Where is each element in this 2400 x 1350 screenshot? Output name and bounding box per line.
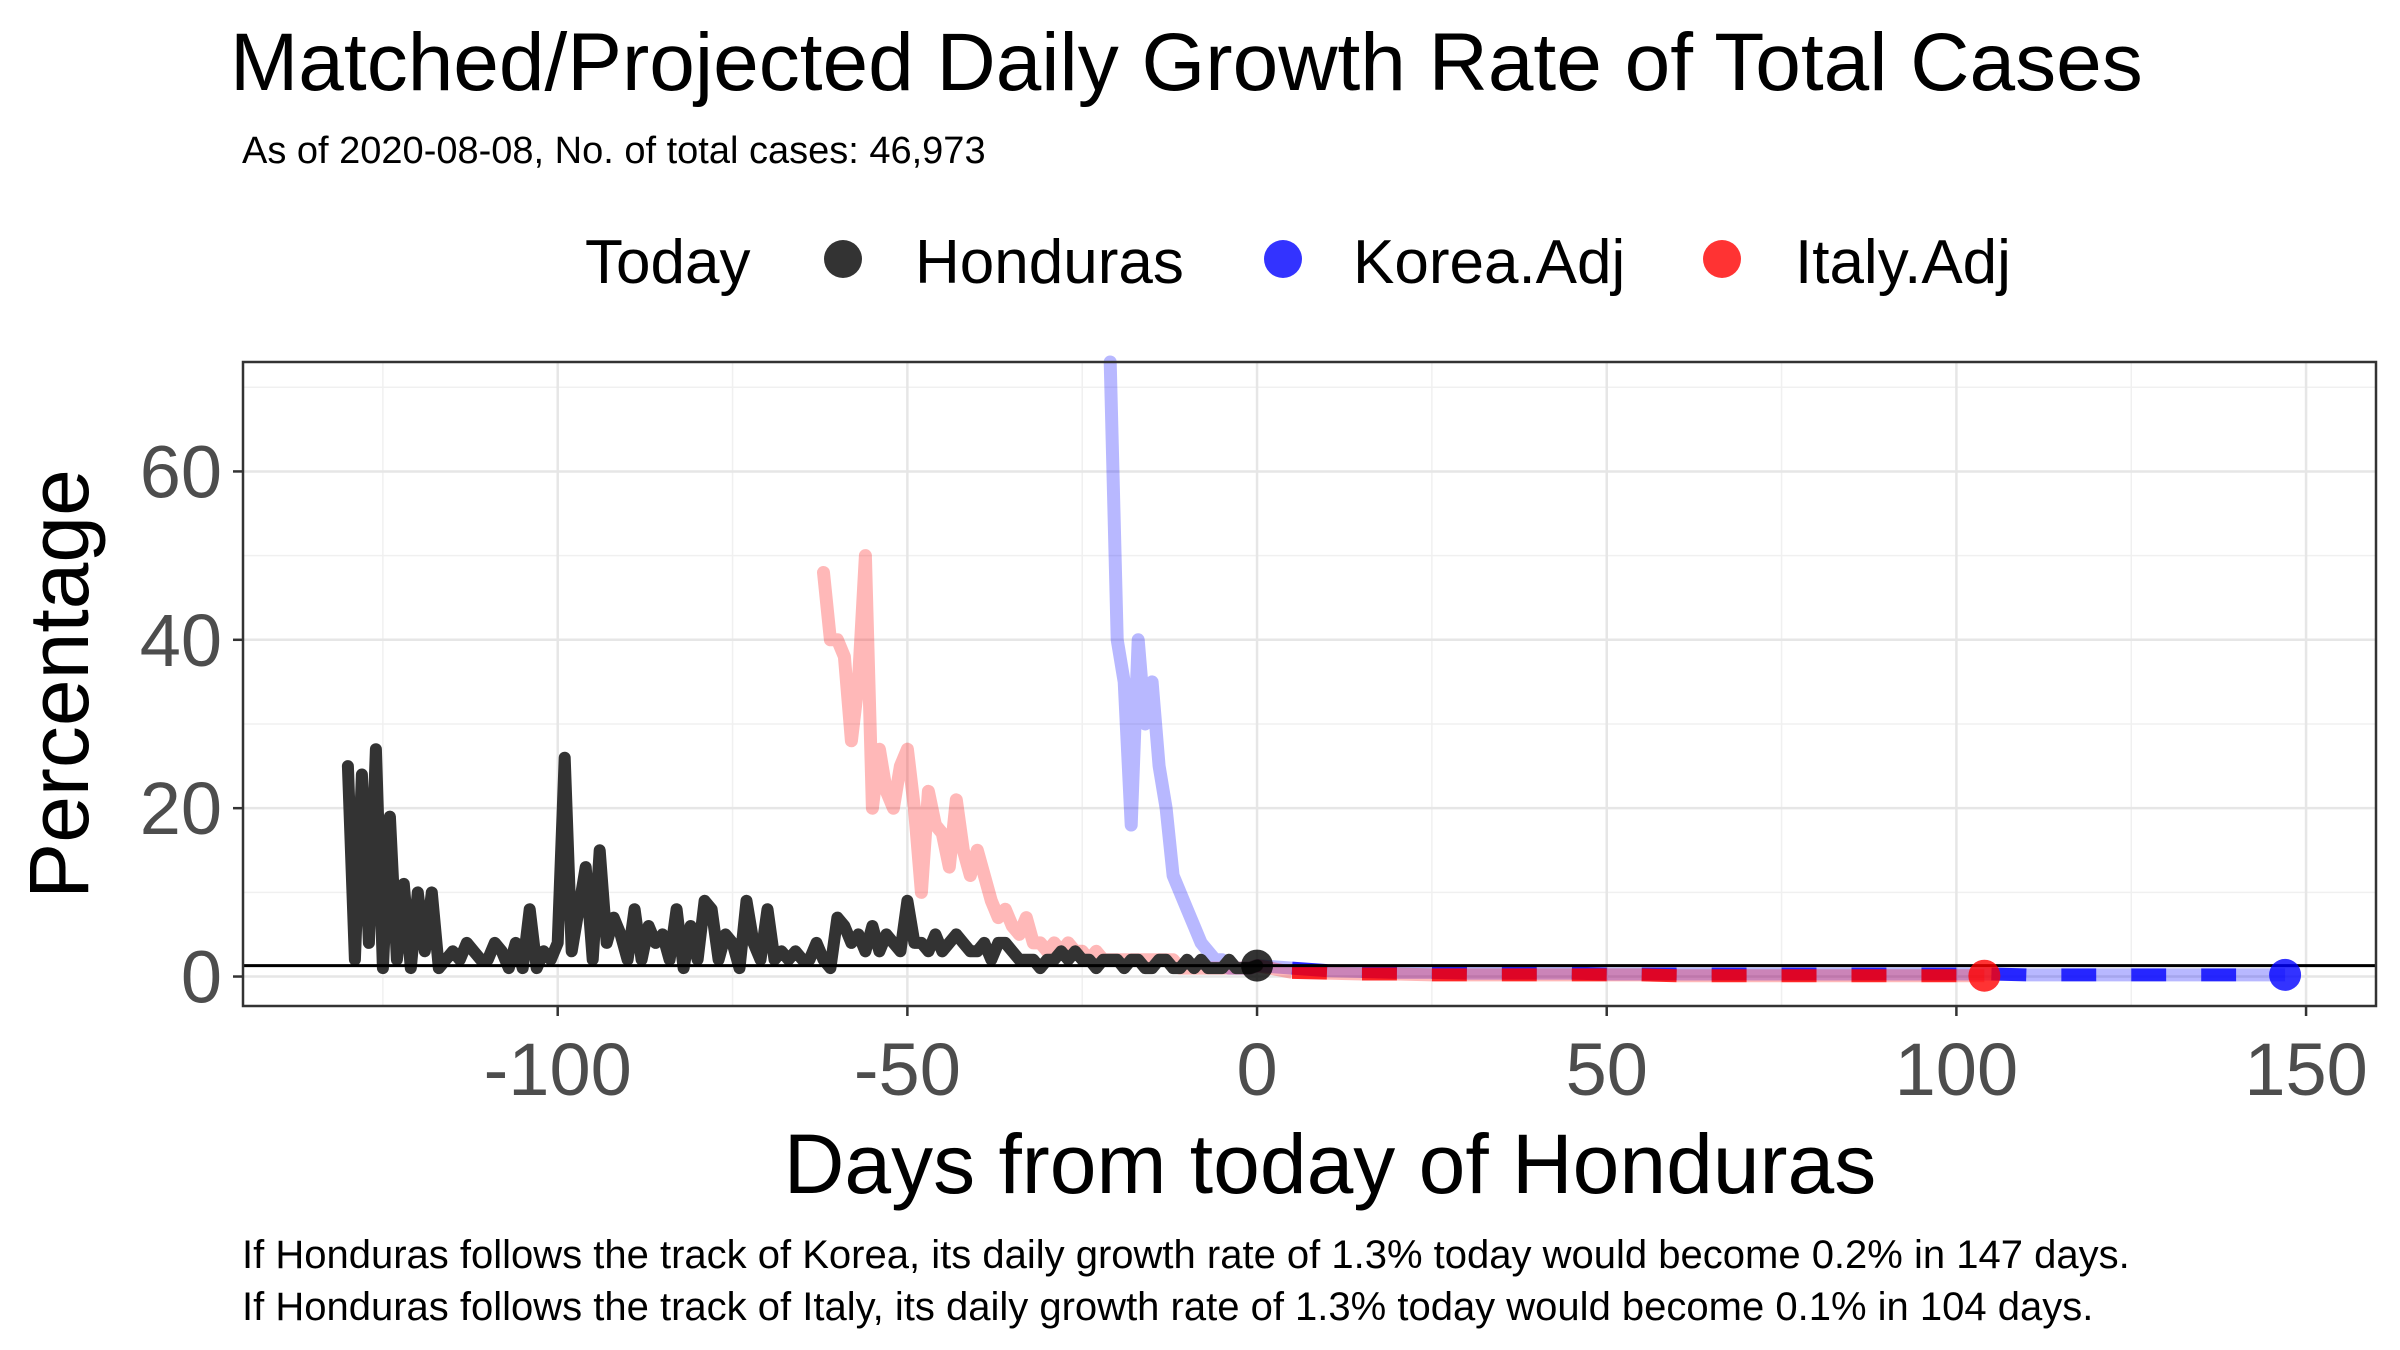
legend-key-honduras xyxy=(824,240,862,278)
axis-ticks: -100 -50 0 50 100 150 0 20 40 60 xyxy=(140,430,2368,1111)
x-tick-label: 100 xyxy=(1895,1028,2018,1111)
caption-italy: If Honduras follows the track of Italy, … xyxy=(242,1285,2093,1329)
legend-title: Today xyxy=(585,228,750,297)
chart-subtitle: As of 2020-08-08, No. of total cases: 46… xyxy=(242,130,986,172)
x-tick-label: -50 xyxy=(854,1028,961,1111)
today-point-korea-adj xyxy=(2269,958,2302,991)
legend-label-korea: Korea.Adj xyxy=(1353,228,1625,297)
y-tick-label: 20 xyxy=(140,767,222,850)
y-axis-title: Percentage xyxy=(12,469,106,899)
x-tick-label: 50 xyxy=(1566,1028,1648,1111)
y-tick-label: 60 xyxy=(140,430,222,513)
projection-segment-italy-adj xyxy=(1291,965,1328,980)
legend-key-italy xyxy=(1703,240,1741,278)
x-tick-label: 150 xyxy=(2244,1028,2367,1111)
today-point-honduras xyxy=(1241,949,1274,982)
today-points xyxy=(1241,949,2302,992)
legend-label-honduras: Honduras xyxy=(915,228,1184,297)
plot-border xyxy=(241,360,2378,1008)
projection-segment-italy-adj xyxy=(1396,967,1433,982)
y-tick-label: 40 xyxy=(140,599,222,682)
legend-key-korea xyxy=(1264,240,1302,278)
x-tick-label: -100 xyxy=(484,1028,632,1111)
projection-segment-korea-adj xyxy=(1326,964,1363,978)
today-point-italy-adj xyxy=(1968,959,2001,992)
chart-title: Matched/Projected Daily Growth Rate of T… xyxy=(230,17,2143,108)
series-line-honduras xyxy=(341,743,1263,975)
x-axis-title: Days from today of Honduras xyxy=(784,1117,1877,1211)
caption-korea: If Honduras follows the track of Korea, … xyxy=(242,1233,2130,1277)
x-tick-label: 0 xyxy=(1236,1028,1277,1111)
legend: Today Honduras Korea.Adj Italy.Adj xyxy=(585,228,2011,297)
legend-label-italy: Italy.Adj xyxy=(1795,228,2011,297)
y-tick-label: 0 xyxy=(181,936,222,1019)
projection-segment-italy-adj xyxy=(1326,966,1363,981)
projection-segment-italy-adj xyxy=(1641,968,1677,983)
